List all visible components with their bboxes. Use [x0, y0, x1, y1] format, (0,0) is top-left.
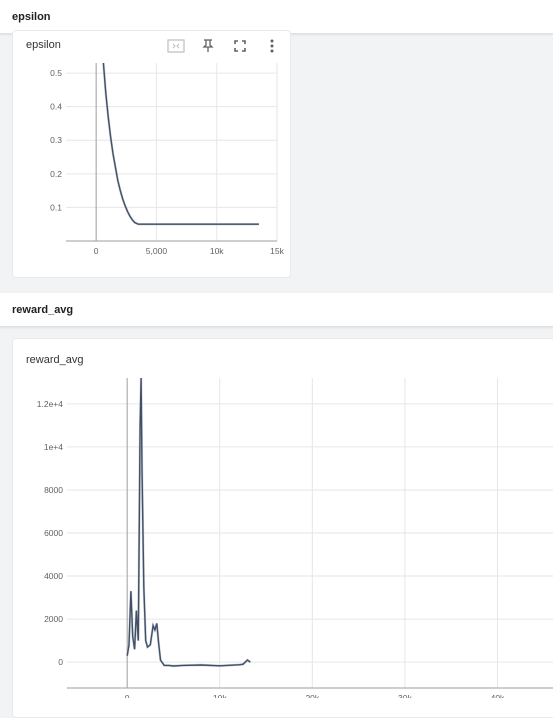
section-title: reward_avg: [12, 304, 74, 316]
section-title: epsilon: [12, 11, 51, 23]
y-tick-label: 0.5: [50, 68, 62, 78]
more-vert-icon[interactable]: [263, 37, 281, 55]
chart-epsilon[interactable]: 0.1 0.2 0.3 0.4 0.5 0 5,000 10k 15k: [0, 0, 553, 698]
chart-toolbar: [167, 37, 281, 55]
section-header-reward-avg[interactable]: reward_avg: [0, 293, 553, 327]
x-tick-label: 0: [94, 246, 99, 256]
fit-domain-icon[interactable]: [167, 37, 185, 55]
series-line: [102, 62, 259, 225]
x-tick-label: 10k: [210, 246, 224, 256]
y-tick-label: 0.1: [50, 202, 62, 212]
y-tick-label: 0.4: [50, 102, 62, 112]
pin-icon[interactable]: [199, 37, 217, 55]
chart-card-reward-avg: reward_avg: [12, 338, 553, 718]
x-tick-label: 5,000: [146, 246, 168, 256]
chart-title: epsilon: [26, 39, 61, 51]
fullscreen-icon[interactable]: [231, 37, 249, 55]
chart-card-epsilon: epsilon: [12, 30, 291, 278]
y-tick-label: 0.3: [50, 135, 62, 145]
chart-title: reward_avg: [26, 354, 84, 366]
series-line-raw: [102, 62, 259, 226]
x-tick-label: 15k: [270, 246, 284, 256]
y-tick-label: 0.2: [50, 169, 62, 179]
